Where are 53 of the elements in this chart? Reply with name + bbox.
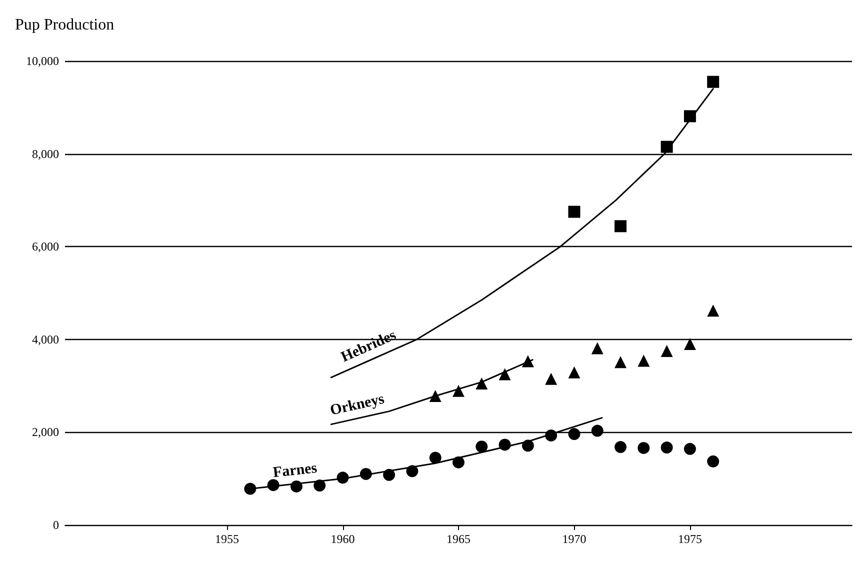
point (568, 206, 580, 218)
point (314, 480, 326, 492)
y-tick-label: 4,000 (32, 332, 59, 346)
y-axis-title: Pup Production (15, 16, 114, 34)
y-tick-label: 8,000 (32, 146, 59, 161)
point (522, 355, 534, 368)
point (638, 354, 650, 367)
x-tick-label: 1975 (678, 532, 702, 546)
point (568, 428, 580, 440)
point (638, 442, 650, 454)
point (707, 455, 720, 468)
point (476, 440, 488, 453)
point (614, 356, 627, 368)
point (614, 441, 627, 454)
point (591, 342, 604, 354)
point (545, 372, 558, 385)
point (660, 442, 673, 454)
x-tick-label: 1960 (330, 532, 355, 546)
x-tick-label: 1970 (562, 532, 586, 546)
point (336, 472, 349, 484)
point (406, 465, 418, 478)
y-tick-label: 10,000 (26, 54, 59, 68)
x-tick-label: 1955 (215, 532, 240, 546)
point (267, 479, 280, 492)
point (684, 442, 696, 455)
point (429, 452, 442, 464)
y-tick-label: 2,000 (32, 425, 59, 440)
x-tick-label: 1965 (446, 532, 470, 546)
point (568, 366, 580, 378)
point (476, 377, 488, 390)
point (290, 480, 302, 492)
point (429, 390, 442, 402)
y-tick-label: 0 (53, 518, 59, 532)
point (545, 429, 558, 442)
point (707, 76, 720, 88)
point (522, 440, 534, 452)
y-tick-label: 6,000 (32, 240, 59, 254)
point (244, 482, 256, 495)
point (591, 424, 604, 437)
point (684, 110, 696, 122)
text: Orkneys (328, 391, 386, 419)
point (660, 140, 673, 153)
point (684, 338, 696, 350)
point (360, 468, 372, 480)
point (614, 220, 627, 232)
point (452, 384, 464, 397)
point (383, 468, 396, 481)
point (660, 345, 673, 357)
point (498, 368, 511, 380)
point (452, 456, 464, 468)
text: Farnes (272, 460, 318, 482)
point (707, 304, 720, 317)
point (498, 438, 511, 451)
